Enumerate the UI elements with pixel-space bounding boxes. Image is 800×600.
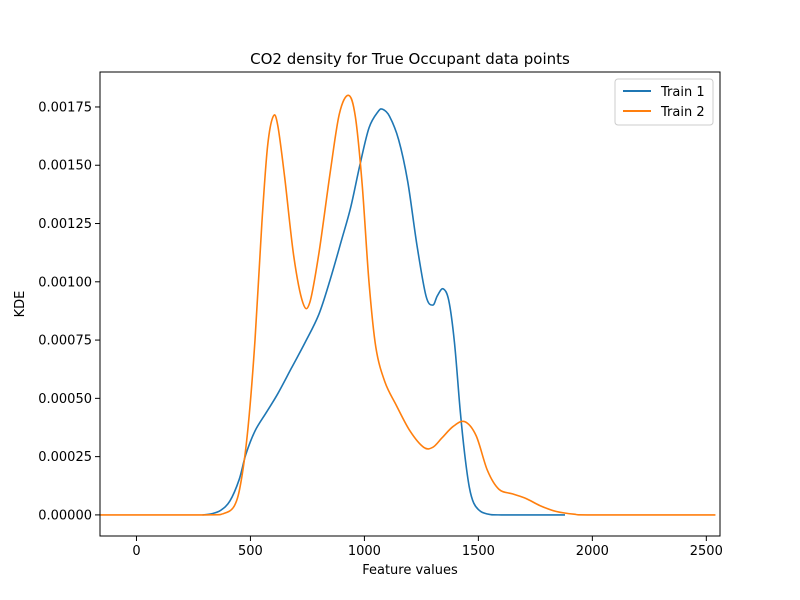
x-tick-label: 2000 [576, 544, 609, 559]
y-tick-label: 0.00150 [38, 159, 92, 174]
series-layer [100, 94, 716, 516]
legend: Train 1 Train 2 [614, 78, 714, 126]
y-tick-label: 0.00125 [38, 217, 92, 232]
x-tick-label: 0 [132, 544, 140, 559]
y-axis: 0.00000 0.00025 0.00050 0.00075 0.00100 0.001… [38, 100, 100, 523]
x-axis: 0 500 1000 1500 2000 2500 [132, 536, 723, 559]
y-tick-label: 0.00000 [38, 508, 92, 523]
legend-label-train-2: Train 2 [660, 105, 705, 120]
y-tick-label: 0.00075 [38, 334, 92, 349]
plot-area [99, 71, 721, 537]
x-tick-label: 1000 [348, 544, 381, 559]
x-axis-title: Feature values [362, 563, 458, 578]
chart-title: CO2 density for True Occupant data point… [250, 50, 570, 68]
series-line-train-1 [202, 108, 565, 516]
x-tick-label: 500 [238, 544, 263, 559]
y-tick-label: 0.00025 [38, 450, 92, 465]
plot-frame [99, 71, 721, 537]
x-tick-label: 2500 [690, 544, 723, 559]
y-axis-title: KDE [13, 291, 28, 318]
series-line-train-2 [100, 94, 716, 516]
y-tick-label: 0.00175 [38, 100, 92, 115]
y-tick-label: 0.00100 [38, 275, 92, 290]
x-tick-label: 1500 [462, 544, 495, 559]
legend-label-train-1: Train 1 [660, 85, 705, 100]
y-tick-label: 0.00050 [38, 392, 92, 407]
